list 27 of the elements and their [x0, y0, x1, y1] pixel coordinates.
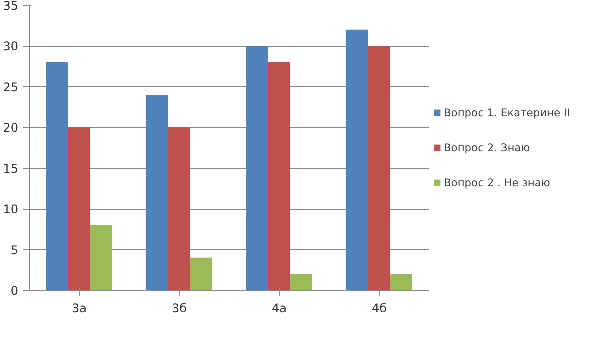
bar — [168, 128, 190, 290]
y-tick-label: 15 — [3, 162, 19, 176]
x-tick-label: 4б — [372, 302, 388, 316]
bar — [146, 95, 168, 290]
y-tick-label: 5 — [10, 243, 19, 258]
y-tick-label: 25 — [3, 80, 19, 94]
bar — [46, 62, 68, 290]
legend-label: Вопрос 1. Екатерине II — [444, 106, 570, 119]
bar — [68, 128, 90, 290]
bar — [246, 46, 268, 290]
bar — [346, 30, 368, 290]
y-tick-label: 10 — [3, 202, 19, 217]
legend-label: Вопрос 2. Знаю — [444, 141, 530, 154]
bar — [290, 274, 312, 290]
x-tick-label: 3б — [172, 302, 188, 316]
y-tick-label: 35 — [3, 0, 19, 13]
bar — [390, 274, 412, 290]
bar — [190, 258, 212, 290]
bar — [90, 225, 112, 290]
bar — [368, 46, 390, 290]
y-tick-label: 20 — [3, 121, 19, 136]
y-tick-label: 30 — [3, 40, 19, 54]
x-tick-label: 3а — [72, 302, 88, 316]
bar — [268, 62, 290, 290]
x-tick-label: 4а — [272, 302, 288, 316]
legend-label: Вопрос 2 . Не знаю — [444, 176, 550, 189]
y-tick-label: 0 — [10, 284, 19, 298]
